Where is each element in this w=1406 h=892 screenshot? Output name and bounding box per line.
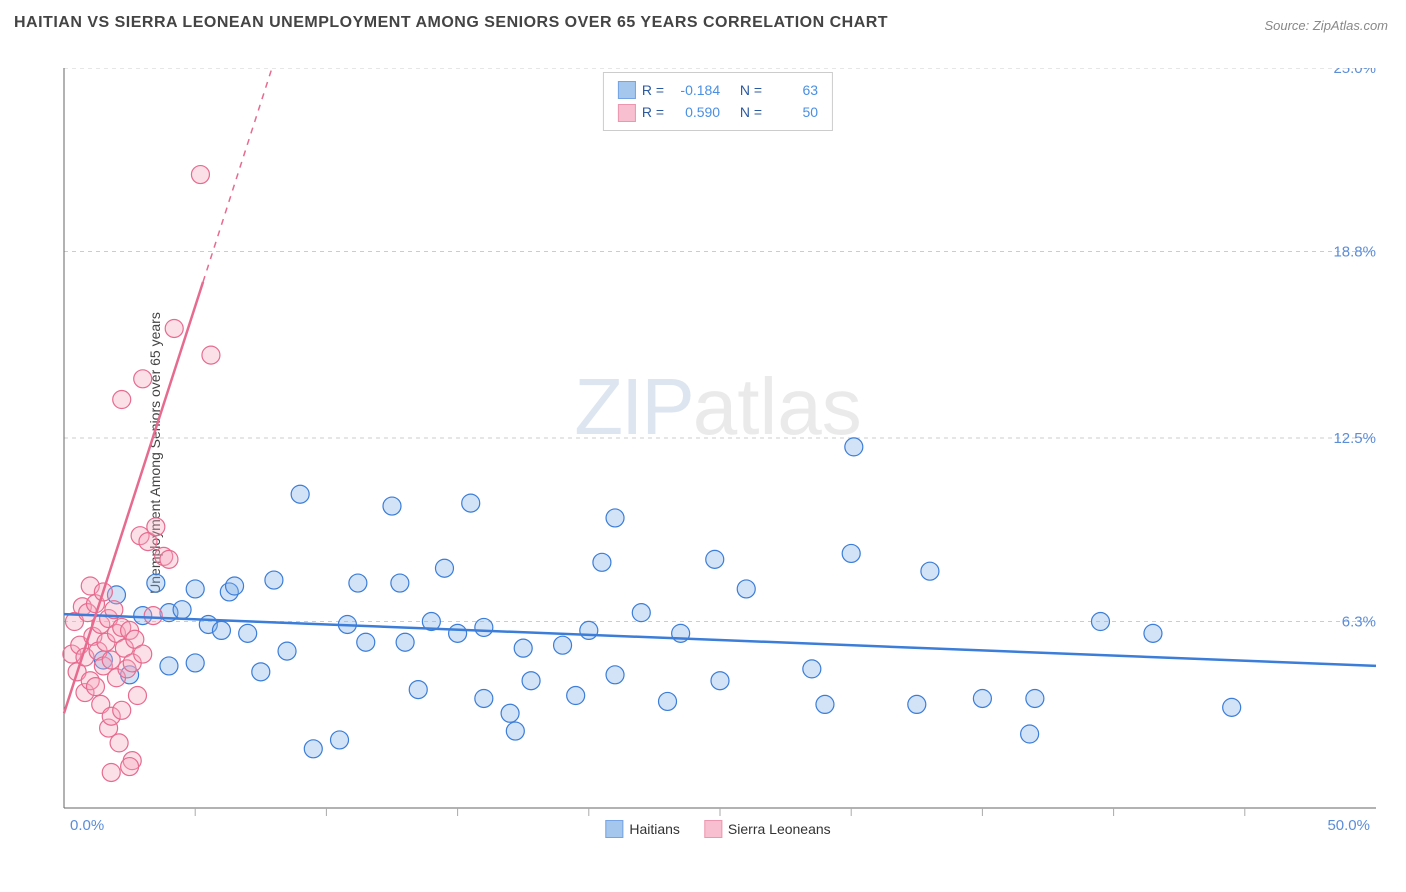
data-point [239,624,257,642]
data-point [304,740,322,758]
data-point [632,604,650,622]
stat-r-label: R = [642,101,664,123]
trend-line-extension [203,68,272,282]
data-point [554,636,572,654]
legend-item: Sierra Leoneans [704,820,831,838]
stat-r-value: -0.184 [670,79,720,101]
data-point [252,663,270,681]
legend-swatch [618,104,636,122]
data-point [144,607,162,625]
data-point [383,497,401,515]
legend-stats-row: R = -0.184 N = 63 [618,79,818,101]
data-point [845,438,863,456]
data-point [842,544,860,562]
data-point [202,346,220,364]
stat-r-label: R = [642,79,664,101]
data-point [409,681,427,699]
data-point [1026,689,1044,707]
data-point [147,518,165,536]
chart-title: HAITIAN VS SIERRA LEONEAN UNEMPLOYMENT A… [14,14,888,32]
data-point [462,494,480,512]
data-point [973,689,991,707]
stat-n-value: 50 [768,101,818,123]
data-point [165,319,183,337]
data-point [134,370,152,388]
stat-n-label: N = [740,101,762,123]
data-point [475,689,493,707]
data-point [921,562,939,580]
data-point [357,633,375,651]
svg-text:50.0%: 50.0% [1327,817,1370,834]
data-point [186,580,204,598]
data-point [110,734,128,752]
data-point [1021,725,1039,743]
legend-stats-row: R = 0.590 N = 50 [618,101,818,123]
data-point [475,618,493,636]
data-point [435,559,453,577]
data-point [160,657,178,675]
data-point [501,704,519,722]
data-point [449,624,467,642]
data-point [86,678,104,696]
data-point [173,601,191,619]
svg-text:18.8%: 18.8% [1333,244,1376,261]
legend-swatch [704,820,722,838]
data-point [134,645,152,663]
data-point [226,577,244,595]
data-point [160,550,178,568]
data-point [908,695,926,713]
data-point [506,722,524,740]
legend-item: Haitians [605,820,680,838]
data-point [1144,624,1162,642]
data-point [593,553,611,571]
svg-text:6.3%: 6.3% [1342,614,1376,631]
svg-text:12.5%: 12.5% [1333,430,1376,447]
data-point [102,763,120,781]
data-point [659,692,677,710]
data-point [706,550,724,568]
svg-text:25.0%: 25.0% [1333,68,1376,77]
data-point [737,580,755,598]
data-point [128,687,146,705]
data-point [121,758,139,776]
data-point [349,574,367,592]
data-point [186,654,204,672]
svg-text:0.0%: 0.0% [70,817,104,834]
data-point [803,660,821,678]
stat-n-value: 63 [768,79,818,101]
data-point [1223,698,1241,716]
data-point [567,687,585,705]
data-point [391,574,409,592]
data-point [331,731,349,749]
legend-bottom: Haitians Sierra Leoneans [605,820,830,838]
chart-svg: 6.3% 12.5% 18.8% 25.0% 0.0% 50.0% [50,68,1386,838]
data-point [212,621,230,639]
data-point [113,391,131,409]
data-point [191,166,209,184]
data-point [1091,613,1109,631]
data-point [606,509,624,527]
source-credit: Source: ZipAtlas.com [1264,18,1388,33]
data-point [147,574,165,592]
data-point [396,633,414,651]
data-point [278,642,296,660]
legend-label: Haitians [629,821,680,837]
data-point [606,666,624,684]
legend-swatch [605,820,623,838]
plot-area: Unemployment Among Seniors over 65 years… [50,68,1386,838]
data-point [514,639,532,657]
data-point [113,701,131,719]
data-point [522,672,540,690]
legend-swatch [618,81,636,99]
stat-n-label: N = [740,79,762,101]
data-point [291,485,309,503]
data-point [816,695,834,713]
data-point [711,672,729,690]
data-point [580,621,598,639]
stat-r-value: 0.590 [670,101,720,123]
legend-stats: R = -0.184 N = 63 R = 0.590 N = 50 [603,72,833,131]
legend-label: Sierra Leoneans [728,821,831,837]
data-point [265,571,283,589]
